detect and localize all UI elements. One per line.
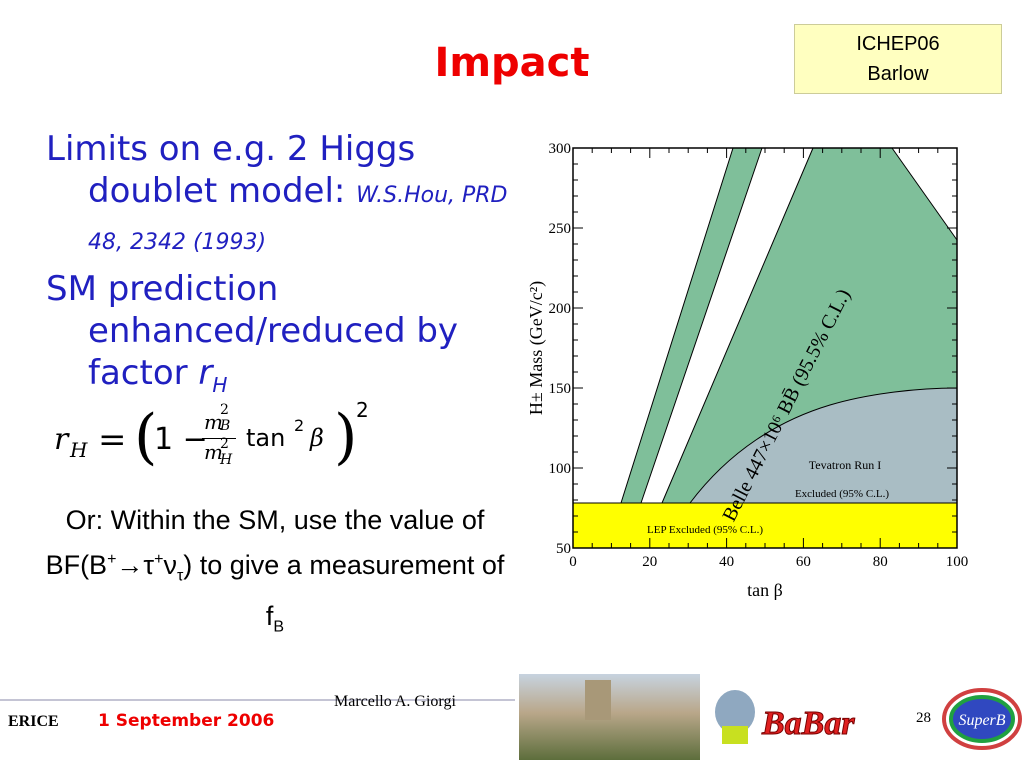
formula: r H = ( 1 − m 2 B m 2 H tan 2 β ) 2 <box>54 398 384 478</box>
badge: ICHEP06 Barlow <box>794 24 1002 94</box>
superb-text: SuperB <box>958 712 1005 729</box>
f-arg: β <box>310 424 324 452</box>
boundary <box>620 147 958 504</box>
note-text: Or: Within the SM, use the value of BF(B <box>45 505 485 580</box>
x-axis-label: tan β <box>747 580 783 600</box>
photo <box>519 674 700 760</box>
x-tick-label: 60 <box>796 554 811 570</box>
page-number: 28 <box>916 710 931 726</box>
f-fn: tan <box>246 424 286 452</box>
bullet: Limits on e.g. 2 Higgs doublet model: W.… <box>46 128 548 264</box>
paren: ) <box>334 402 358 472</box>
fraction-bar <box>202 438 236 439</box>
x-tick-label: 80 <box>873 554 888 570</box>
f-sub: H <box>220 452 233 468</box>
paren: ( <box>134 402 158 472</box>
slide-title: Impact <box>434 40 590 86</box>
f-num: m <box>204 410 223 434</box>
elephant-logo <box>715 690 755 734</box>
plot-frame <box>572 147 958 549</box>
badge-line: Barlow <box>867 63 929 85</box>
y-tick-label: 50 <box>556 541 571 557</box>
superb-logo <box>949 695 1015 743</box>
photo-tower <box>585 680 611 720</box>
reference: W.S.Hou, PRD 48, 2342 (1993) <box>88 183 508 255</box>
f-sup: 2 <box>356 398 369 422</box>
note-text: ν <box>163 550 177 580</box>
annotation: Excluded (95% C.L.) <box>795 488 889 500</box>
f-sup: 2 <box>220 402 229 418</box>
note-text: B <box>273 618 285 636</box>
footer-date: 1 September 2006 <box>98 711 274 731</box>
y-tick-label: 200 <box>549 301 572 317</box>
note: Or: Within the SM, use the value of BF(B… <box>40 500 510 648</box>
excluded-band <box>621 148 762 503</box>
badge-line: ICHEP06 <box>856 33 940 55</box>
x-tick-label: 0 <box>569 554 577 570</box>
subscript: H <box>212 372 228 397</box>
annotation: LEP Excluded (95% C.L.) <box>647 524 763 536</box>
x-tick-label: 100 <box>946 554 969 570</box>
y-tick-label: 150 <box>549 381 572 397</box>
superb-logo <box>942 688 1022 750</box>
variable: r <box>198 353 213 393</box>
f-sub: H <box>70 438 88 462</box>
x-tick-label: 20 <box>642 554 657 570</box>
y-tick-label: 250 <box>549 221 572 237</box>
excluded-band <box>662 148 957 503</box>
tevatron-region <box>688 387 958 504</box>
note-text: →τ <box>116 550 155 580</box>
annotation: Belle 447×10⁶ BB̄ (95.5% C.L.) <box>718 285 855 525</box>
y-tick-label: 100 <box>549 461 572 477</box>
f-sub: B <box>220 418 231 434</box>
y-tick-label: 300 <box>549 141 572 157</box>
note-text: + <box>154 551 164 568</box>
elephant-logo <box>722 726 748 744</box>
note-text: ) to give a measurement of f <box>183 550 505 632</box>
f-den: m <box>204 440 223 464</box>
note-text: τ <box>176 567 184 585</box>
annotation: Tevatron Run I <box>809 458 881 472</box>
note-text: + <box>107 551 117 568</box>
f-one: 1 − <box>154 422 208 457</box>
bullet-text: Limits on e.g. 2 Higgs doublet model: <box>46 129 416 211</box>
bullet-text: SM prediction enhanced/reduced by factor <box>46 269 459 393</box>
footer-place: ERICE <box>8 713 59 730</box>
lep-region <box>573 503 957 548</box>
babar-logo: BaBar <box>761 705 855 742</box>
footer-author: Marcello A. Giorgi <box>334 693 456 710</box>
f-lhs: r <box>54 422 69 457</box>
f-sup: 2 <box>220 436 229 452</box>
f-sup: 2 <box>294 416 305 435</box>
x-tick-label: 40 <box>719 554 734 570</box>
bullet: SM prediction enhanced/reduced by factor… <box>46 268 548 406</box>
f-eq: = <box>98 420 127 460</box>
